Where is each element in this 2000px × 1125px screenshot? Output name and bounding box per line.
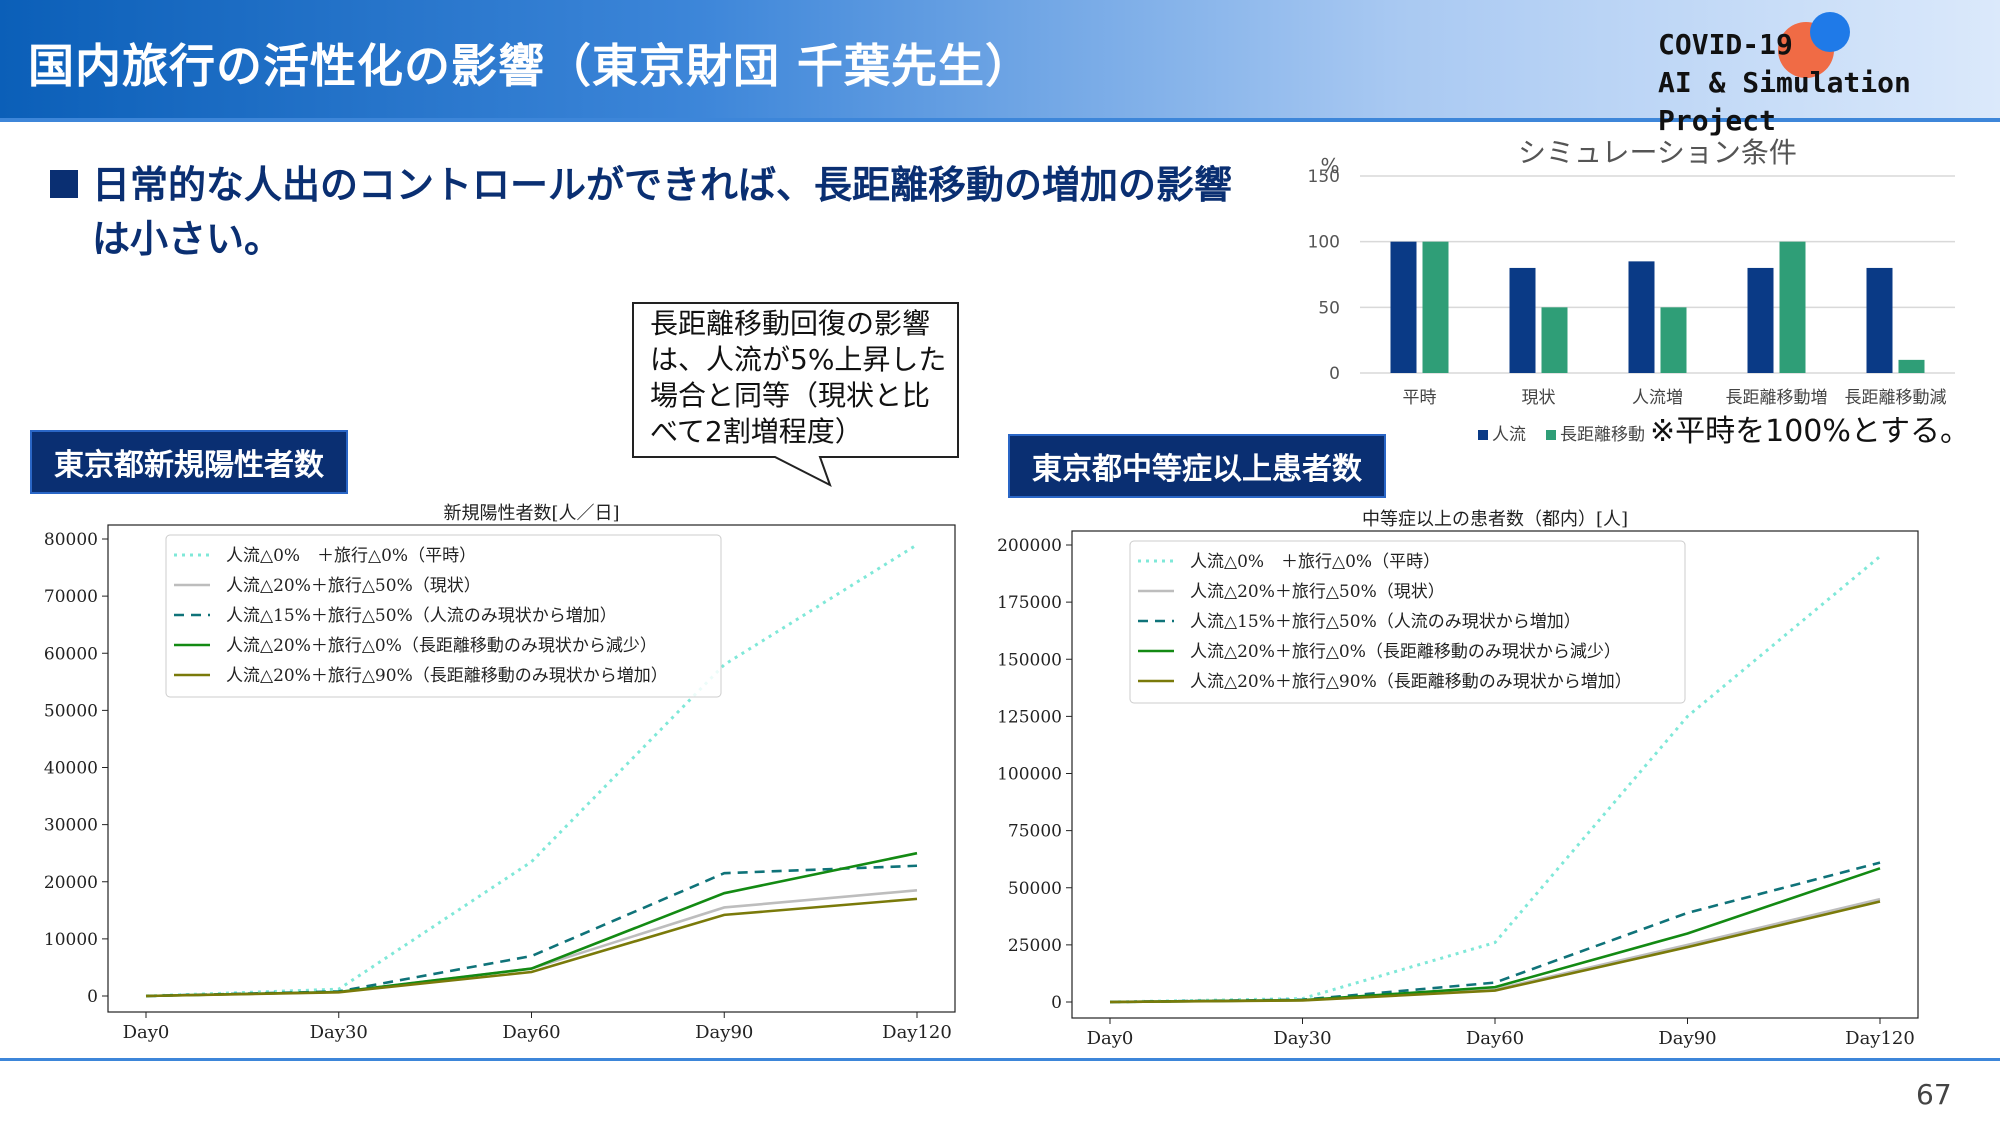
patients-y-tick-label: 175000 xyxy=(997,593,1062,613)
cases-y-tick-label: 60000 xyxy=(44,644,98,664)
slide-header xyxy=(0,0,2000,118)
cases-series-line xyxy=(145,889,918,998)
patients-y-tick-label: 200000 xyxy=(997,536,1062,556)
bar-chart-y-unit: % xyxy=(1320,154,1339,178)
bar-legend-label: 人流 xyxy=(1492,425,1526,445)
cases-y-tick-label: 0 xyxy=(87,987,98,1007)
cases-y-tick-label: 80000 xyxy=(44,530,98,550)
patients-y-tick-label: 100000 xyxy=(997,765,1062,785)
cases-legend-label: 人流△20%＋旅行△90%（長距離移動のみ現状から増加） xyxy=(226,666,668,686)
bar-flow xyxy=(1628,261,1655,373)
bar-flow xyxy=(1866,267,1893,373)
simulation-conditions-chart: シミュレーション条件% 0 50 100 150 平時 現状 人流増 長距離移動増 長距離移動減人… xyxy=(1308,136,1955,445)
right-chart-tag: 東京都中等症以上患者数 xyxy=(1008,434,1386,498)
bar-legend-swatch xyxy=(1546,430,1556,440)
bar-category-label: 人流増 xyxy=(1632,388,1683,408)
left-chart-tag: 東京都新規陽性者数 xyxy=(30,430,348,494)
bar-legend-label: 長距離移動 xyxy=(1560,425,1645,445)
bar-travel xyxy=(1779,241,1806,373)
cases-legend-label: 人流△20%＋旅行△0%（長距離移動のみ現状から減少） xyxy=(226,636,657,656)
new-positive-cases-chart: 新規陽性者数[人／日] 0 10000 20000 30000 40000 50000 600… xyxy=(44,503,956,1043)
patients-title: 中等症以上の患者数（都内）[人] xyxy=(1362,509,1628,530)
bar-category-label: 平時 xyxy=(1403,388,1437,408)
cases-y-tick-label: 30000 xyxy=(44,816,98,836)
cases-legend-label: 人流△15%＋旅行△50%（人流のみ現状から増加） xyxy=(226,606,617,626)
footer-divider xyxy=(0,1058,2000,1061)
patients-y-tick-label: 75000 xyxy=(1008,822,1062,842)
note-text: ※平時を100%とする。 xyxy=(1650,414,1971,449)
callout-text: 長距離移動回復の影響は、人流が5%上昇した場合と同等（現状と比べて2割増程度） xyxy=(650,307,947,448)
bar-flow xyxy=(1509,267,1536,373)
cases-legend-label: 人流△20%＋旅行△50%（現状） xyxy=(226,576,481,596)
patients-series-line xyxy=(1109,861,1881,1004)
bar-flow xyxy=(1747,267,1774,373)
cases-y-tick-label: 10000 xyxy=(44,930,98,950)
project-name: COVID-19 AI & Simulation Project xyxy=(1658,26,2000,140)
patients-x-tick-label: Day0 xyxy=(1087,1028,1134,1049)
moderate-severe-patients-chart: 中等症以上の患者数（都内）[人] 0 25000 50000 75000 100000 12… xyxy=(997,509,1919,1049)
patients-legend-label: 人流△0% ＋旅行△0%（平時） xyxy=(1190,552,1440,572)
key-message: 日常的な人出のコントロールができれば、長距離移動の増加の影響は小さい。 xyxy=(92,163,1233,261)
project-name-line2: AI & Simulation Project xyxy=(1658,66,1911,137)
bar-category-label: 長距離移動増 xyxy=(1726,388,1828,408)
patients-y-tick-label: 50000 xyxy=(1008,879,1062,899)
bar-chart-title: シミュレーション条件 xyxy=(1518,136,1797,169)
patients-legend-label: 人流△15%＋旅行△50%（人流のみ現状から増加） xyxy=(1190,612,1581,632)
cases-y-tick-label: 20000 xyxy=(44,873,98,893)
page-number: 67 xyxy=(1916,1078,1952,1111)
cases-x-tick-label: Day30 xyxy=(310,1022,368,1043)
project-name-line1: COVID-19 xyxy=(1658,28,1793,61)
patients-y-tick-label: 150000 xyxy=(997,650,1062,670)
cases-title: 新規陽性者数[人／日] xyxy=(443,503,619,524)
bar-travel xyxy=(1898,359,1925,373)
patients-x-tick-label: Day120 xyxy=(1845,1028,1915,1049)
bar-y-tick-label: 50 xyxy=(1318,298,1340,318)
bar-y-tick-label: 0 xyxy=(1329,364,1340,384)
cases-series-line xyxy=(145,851,918,998)
bar-y-tick-label: 150 xyxy=(1308,167,1340,187)
cases-y-tick-label: 50000 xyxy=(44,701,98,721)
bar-travel xyxy=(1422,241,1449,373)
patients-x-tick-label: Day60 xyxy=(1466,1028,1524,1049)
cases-y-tick-label: 70000 xyxy=(44,587,98,607)
patients-legend-label: 人流△20%＋旅行△90%（長距離移動のみ現状から増加） xyxy=(1190,672,1632,692)
bar-category-label: 現状 xyxy=(1522,388,1556,408)
cases-legend-label: 人流△0% ＋旅行△0%（平時） xyxy=(226,546,476,566)
cases-series-line xyxy=(145,864,918,998)
cases-x-tick-label: Day60 xyxy=(502,1022,560,1043)
cases-x-tick-label: Day0 xyxy=(123,1022,170,1043)
patients-legend-box xyxy=(1129,540,1686,704)
patients-y-tick-label: 25000 xyxy=(1008,936,1062,956)
patients-series-line xyxy=(1109,900,1881,1004)
cases-series-line xyxy=(145,543,918,998)
bar-category-label: 長距離移動減 xyxy=(1845,388,1947,408)
bar-travel xyxy=(1660,307,1687,373)
cases-legend-box xyxy=(165,534,722,698)
patients-x-tick-label: Day90 xyxy=(1658,1028,1716,1049)
cases-series-line xyxy=(145,897,918,998)
bar-flow xyxy=(1390,241,1417,373)
cases-x-tick-label: Day90 xyxy=(695,1022,753,1043)
header-divider xyxy=(0,118,2000,122)
patients-series-line xyxy=(1109,867,1881,1004)
patients-y-tick-label: 0 xyxy=(1051,993,1062,1013)
bar-legend-swatch xyxy=(1478,430,1488,440)
patients-y-tick-label: 125000 xyxy=(997,707,1062,727)
patients-x-tick-label: Day30 xyxy=(1273,1028,1331,1049)
bullet-square-icon xyxy=(50,170,78,198)
project-logo-blue-circle xyxy=(1810,12,1850,52)
patients-legend-label: 人流△20%＋旅行△0%（長距離移動のみ現状から減少） xyxy=(1190,642,1621,662)
slide-title: 国内旅行の活性化の影響（東京財団 千葉先生） xyxy=(28,39,1033,93)
patients-legend-label: 人流△20%＋旅行△50%（現状） xyxy=(1190,582,1445,602)
callout-bubble xyxy=(632,302,959,488)
bar-y-tick-label: 100 xyxy=(1308,233,1340,253)
cases-y-tick-label: 40000 xyxy=(44,759,98,779)
bar-travel xyxy=(1541,307,1568,373)
cases-x-tick-label: Day120 xyxy=(882,1022,952,1043)
